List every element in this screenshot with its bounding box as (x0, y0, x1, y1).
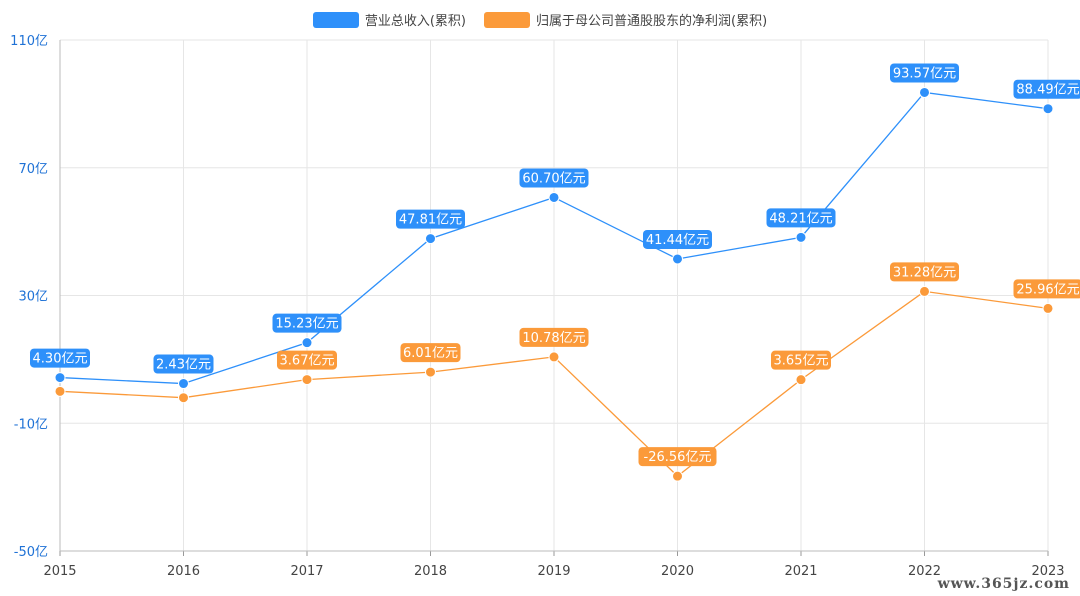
data-label-text: 25.96亿元 (1016, 282, 1079, 297)
y-tick-label: -10亿 (14, 417, 48, 432)
y-tick-label: 30亿 (18, 290, 48, 305)
data-label-text: -26.56亿元 (644, 450, 712, 465)
data-label-text: 3.65亿元 (774, 354, 829, 369)
data-label: 93.57亿元 (890, 63, 959, 83)
data-point (672, 253, 683, 265)
data-label-box (30, 348, 90, 368)
data-point (795, 231, 807, 243)
data-label-text: 2.43亿元 (156, 358, 211, 373)
data-label-box (1013, 79, 1080, 99)
data-point (425, 233, 436, 245)
chart-legend: 营业总收入(累积) 归属于母公司普通股股东的净利润(累积) (0, 10, 1080, 29)
data-label-box (396, 209, 465, 229)
data-label-box (890, 63, 959, 83)
data-label-box (519, 168, 589, 188)
data-label-text: 15.23亿元 (275, 317, 338, 332)
data-label-box (519, 327, 589, 347)
x-tick-label: 2017 (290, 564, 323, 579)
legend-label-profit: 归属于母公司普通股股东的净利润(累积) (536, 14, 768, 29)
data-label: 2.43亿元 (153, 354, 214, 374)
y-tick-label: 110亿 (10, 34, 48, 49)
data-point (301, 374, 313, 386)
x-tick-label: 2015 (43, 564, 76, 579)
x-tick-label: 2022 (908, 564, 941, 579)
data-label-text: 47.81亿元 (399, 213, 462, 228)
data-point (54, 385, 66, 397)
data-label: 31.28亿元 (890, 262, 959, 282)
data-label: 15.23亿元 (272, 313, 342, 333)
data-label-text: 88.49亿元 (1016, 83, 1079, 98)
data-label: 60.70亿元 (519, 168, 589, 188)
legend-swatch-profit (484, 11, 530, 28)
data-label-text: 4.30亿元 (33, 352, 88, 367)
data-label-text: 48.21亿元 (769, 211, 832, 226)
data-label-text: 31.28亿元 (893, 265, 956, 280)
data-label-box (400, 343, 461, 363)
data-label: 3.67亿元 (277, 350, 337, 370)
legend-item-profit[interactable]: 归属于母公司普通股股东的净利润(累积) (484, 10, 767, 29)
data-label-box (638, 447, 717, 467)
x-tick-label: 2016 (167, 564, 200, 579)
data-label-box (890, 262, 959, 282)
data-label-box (766, 208, 836, 228)
data-point (548, 351, 560, 363)
data-label: 10.78亿元 (519, 327, 589, 347)
data-label: 3.65亿元 (771, 350, 831, 370)
x-tick-label: 2019 (537, 564, 570, 579)
data-label-text: 41.44亿元 (646, 233, 709, 248)
data-label-box (771, 350, 831, 370)
data-point (178, 378, 189, 390)
y-tick-label: 70亿 (18, 162, 48, 177)
data-label: 88.49亿元 (1013, 79, 1080, 99)
data-label-box (1013, 279, 1080, 299)
data-label-text: 93.57亿元 (893, 66, 956, 81)
data-label-box (277, 350, 337, 370)
data-point (425, 366, 436, 378)
data-label-box (643, 229, 712, 249)
data-label: 25.96亿元 (1013, 279, 1080, 299)
data-label: 6.01亿元 (400, 343, 461, 363)
data-point (919, 86, 930, 98)
data-label-text: 60.70亿元 (522, 171, 585, 186)
data-point (1042, 302, 1054, 314)
legend-label-revenue: 营业总收入(累积) (364, 14, 466, 29)
x-tick-label: 2018 (414, 564, 447, 579)
x-tick-label: 2023 (1031, 564, 1064, 579)
data-point (1042, 103, 1054, 115)
data-label: 48.21亿元 (766, 208, 836, 228)
x-tick-label: 2021 (784, 564, 817, 579)
data-label-text: 6.01亿元 (403, 346, 458, 361)
data-point (919, 285, 930, 297)
data-point (54, 372, 66, 384)
data-point (178, 392, 189, 404)
data-label: 4.30亿元 (30, 348, 90, 368)
data-label: -26.56亿元 (638, 447, 717, 467)
data-label-text: 10.78亿元 (522, 331, 585, 346)
data-point (795, 374, 807, 386)
data-point (301, 337, 313, 349)
x-tick-label: 2020 (661, 564, 694, 579)
watermark: www.365jz.com (937, 576, 1070, 592)
data-label-box (153, 354, 214, 374)
legend-swatch-revenue (312, 11, 359, 28)
data-point (548, 191, 560, 203)
data-label: 41.44亿元 (643, 229, 712, 249)
data-point (672, 470, 683, 482)
y-tick-label: -50亿 (14, 545, 48, 560)
legend-item-revenue[interactable]: 营业总收入(累积) (312, 10, 466, 29)
data-label-box (272, 313, 342, 333)
data-label: 47.81亿元 (396, 209, 465, 229)
data-label-text: 3.67亿元 (280, 354, 335, 369)
